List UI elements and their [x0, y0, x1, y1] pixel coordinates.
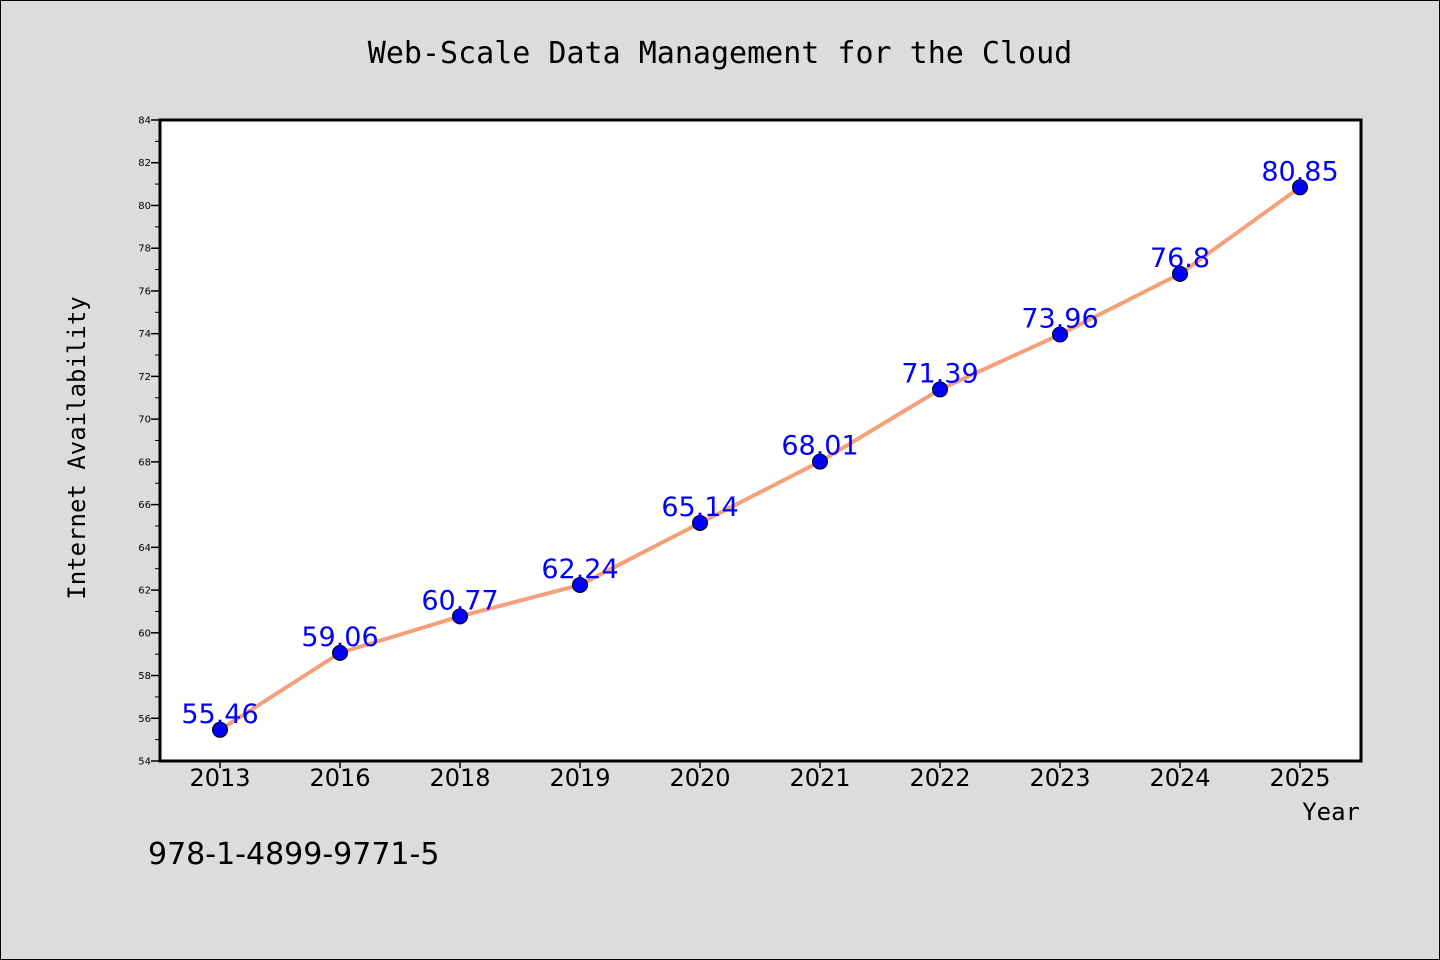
- y-tick-label: 74: [138, 329, 151, 340]
- data-label: 76.8: [1150, 243, 1210, 274]
- x-tick-label: 2024: [1149, 764, 1210, 792]
- data-label: 80.85: [1261, 156, 1338, 187]
- x-tick-label: 2019: [549, 764, 610, 792]
- y-tick-label: 80: [138, 201, 151, 212]
- data-label: 71.39: [901, 358, 978, 389]
- y-tick-label: 76: [138, 286, 151, 297]
- data-label: 55.46: [181, 699, 258, 730]
- y-tick-label: 54: [138, 757, 151, 768]
- plot-area: [160, 120, 1361, 761]
- data-label: 65.14: [661, 492, 738, 523]
- data-point: [692, 514, 708, 531]
- y-tick-label: 78: [138, 244, 151, 255]
- y-tick-label: 82: [138, 158, 151, 169]
- y-axis: 54 56 58 60 62 64 66 68 70 72 74 76 78 80 82 84: [138, 116, 160, 768]
- data-point: [932, 381, 948, 398]
- y-tick-label: 72: [138, 372, 151, 383]
- data-markers: [212, 179, 1308, 738]
- y-tick-label: 66: [138, 500, 151, 511]
- y-tick-label: 62: [138, 586, 151, 597]
- x-tick-label: 2021: [789, 764, 850, 792]
- data-label: 60.77: [421, 585, 498, 616]
- y-tick-label: 64: [138, 543, 151, 554]
- y-tick-label: 56: [138, 714, 151, 725]
- x-axis: 2013 2016 2018 2019 2020 2021 2022 2023 2024 2025: [189, 761, 1331, 792]
- x-axis-label: Year: [1302, 798, 1360, 826]
- isbn-text: 978-1-4899-9771-5: [148, 837, 439, 872]
- x-tick-label: 2020: [669, 764, 730, 792]
- y-tick-label: 70: [138, 415, 151, 426]
- x-tick-label: 2023: [1029, 764, 1090, 792]
- plot-border: [158, 118, 1363, 763]
- y-tick-label: 60: [138, 628, 151, 639]
- x-tick-label: 2013: [189, 764, 250, 792]
- y-tick-label: 68: [138, 457, 151, 468]
- data-point: [572, 576, 588, 593]
- data-point: [332, 644, 348, 661]
- data-label: 59.06: [301, 622, 378, 653]
- data-point: [812, 453, 828, 470]
- data-point: [1292, 179, 1308, 196]
- x-tick-label: 2022: [909, 764, 970, 792]
- data-labels: 55.46 59.06 60.77 62.24 65.14 68.01 71.39 73.96…: [181, 156, 1338, 729]
- series-line: [218, 185, 1302, 732]
- x-tick-label: 2025: [1269, 764, 1330, 792]
- x-tick-label: 2018: [429, 764, 490, 792]
- data-point: [1172, 265, 1188, 282]
- data-label: 62.24: [541, 554, 618, 585]
- x-tick-label: 2016: [309, 764, 370, 792]
- data-point: [452, 608, 468, 625]
- chart-title: Web-Scale Data Management for the Cloud: [368, 36, 1072, 71]
- data-point: [212, 721, 228, 738]
- data-label: 68.01: [781, 431, 858, 462]
- y-axis-label: Internet Availability: [63, 296, 91, 599]
- y-tick-label: 84: [138, 116, 151, 127]
- y-tick-label: 58: [138, 671, 151, 682]
- data-label: 73.96: [1021, 304, 1098, 335]
- data-point: [1052, 326, 1068, 343]
